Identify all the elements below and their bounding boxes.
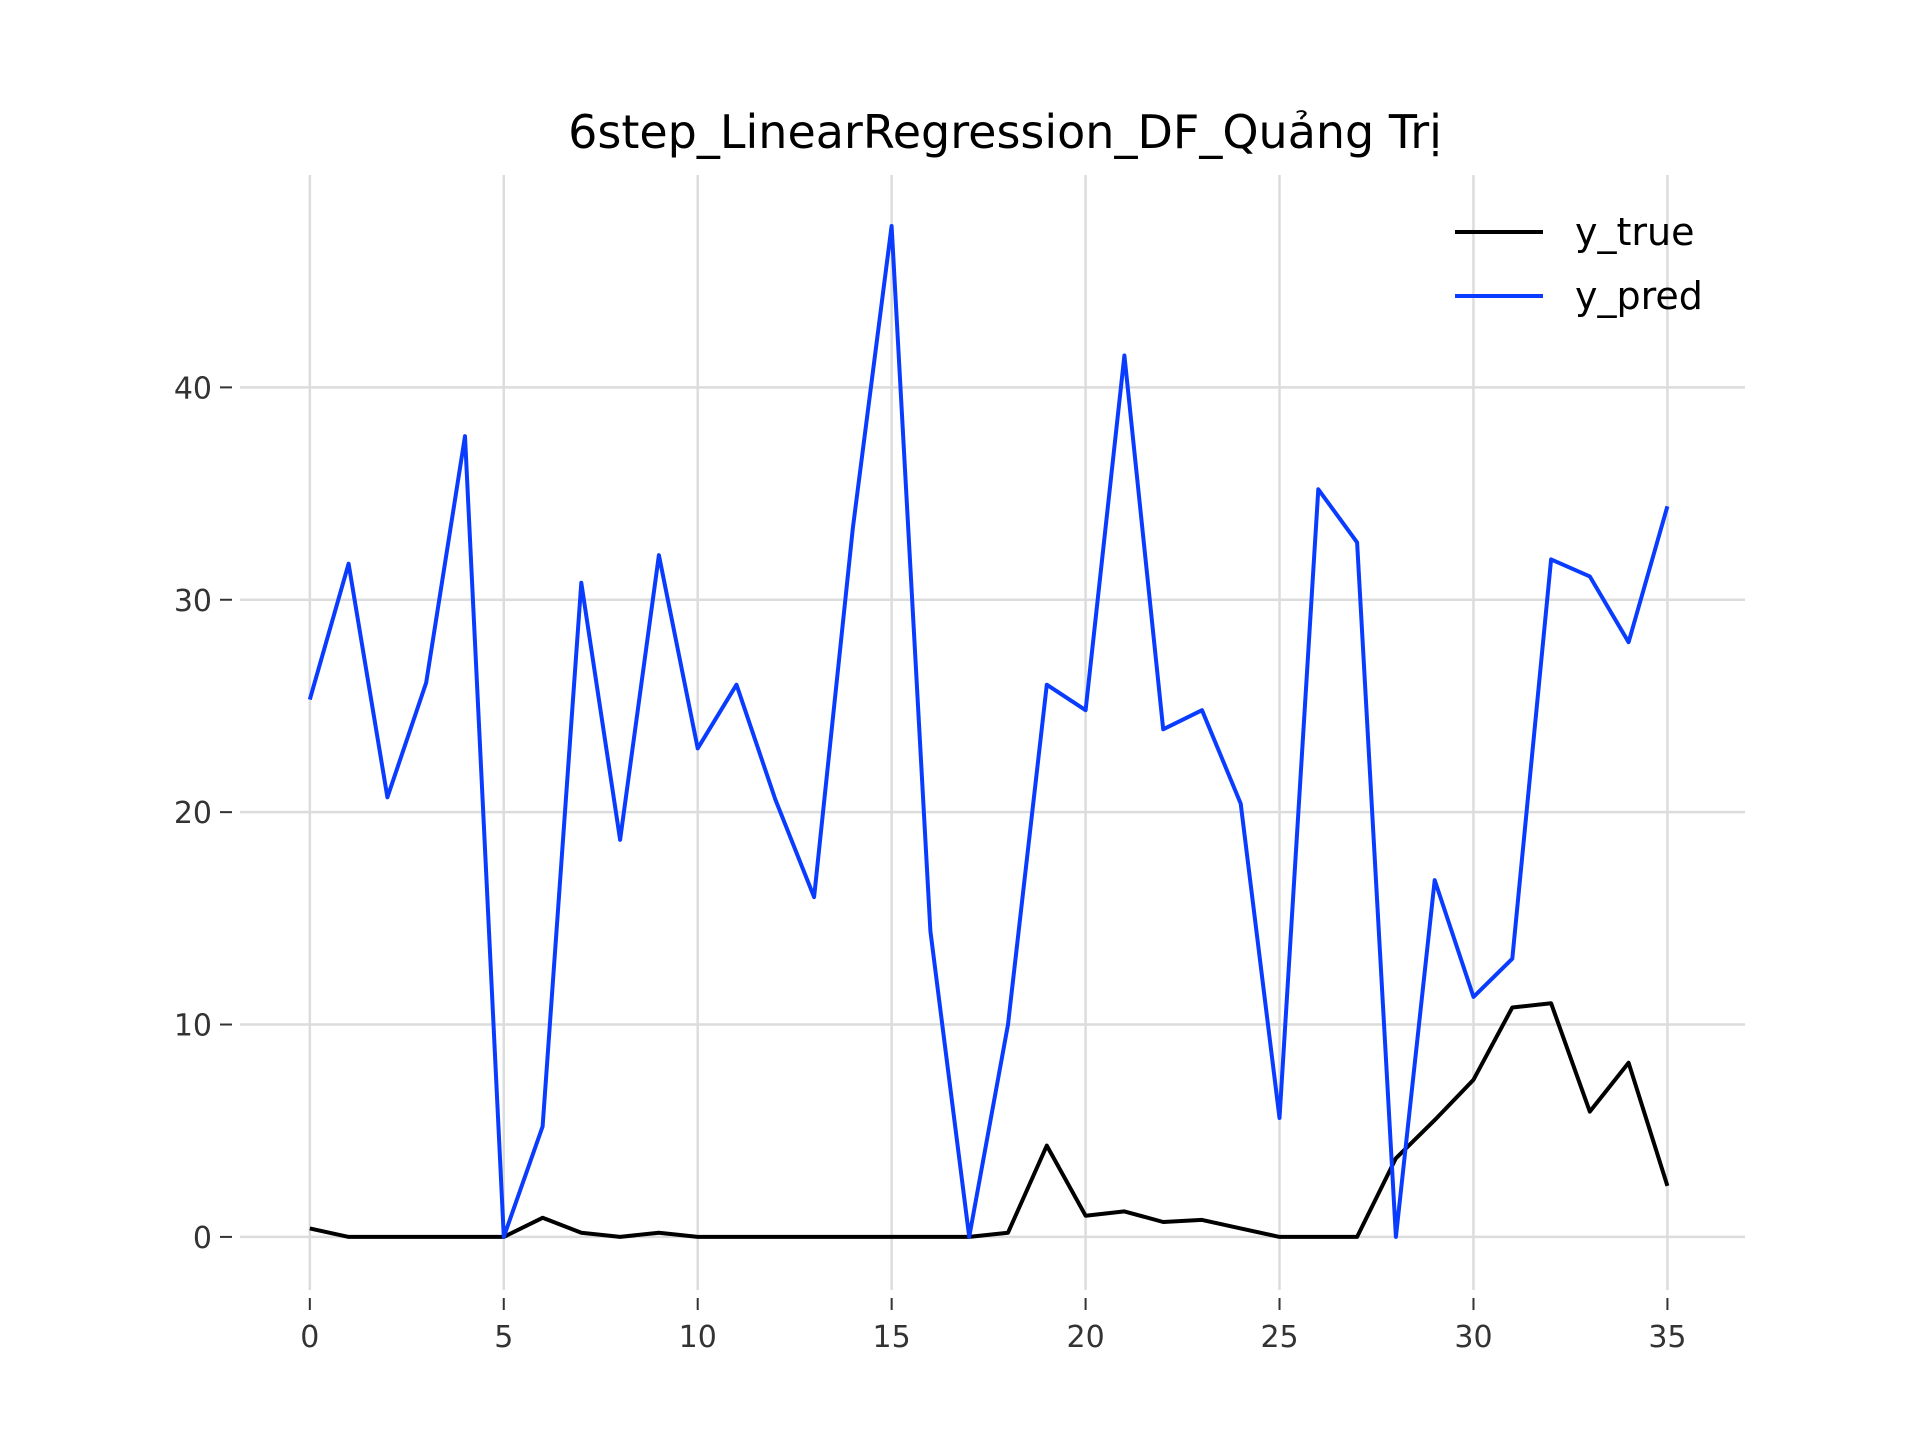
y-tick-label-20: 20 bbox=[174, 796, 212, 831]
series bbox=[307, 224, 1670, 1239]
x-tick-label-25: 25 bbox=[1260, 1320, 1298, 1355]
y-tick-label-10: 10 bbox=[174, 1009, 212, 1044]
series-line-y_pred bbox=[307, 224, 1670, 1239]
x-tick-label-0: 0 bbox=[300, 1320, 319, 1355]
legend: y_true y_pred bbox=[1455, 210, 1703, 318]
x-tick-label-30: 30 bbox=[1454, 1320, 1492, 1355]
x-tick-label-20: 20 bbox=[1066, 1320, 1104, 1355]
x-tick-label-10: 10 bbox=[679, 1320, 717, 1355]
x-tick-label-35: 35 bbox=[1648, 1320, 1686, 1355]
y-tick-label-40: 40 bbox=[174, 371, 212, 406]
legend-label-y_pred: y_pred bbox=[1575, 274, 1703, 318]
y-tick-label-30: 30 bbox=[174, 584, 212, 619]
legend-label-y_true: y_true bbox=[1575, 210, 1694, 254]
chart-title: 6step_LinearRegression_DF_Quảng Trị bbox=[568, 105, 1442, 159]
series-line-y_true bbox=[309, 1001, 1670, 1239]
x-tick-label-5: 5 bbox=[494, 1320, 513, 1355]
axes: 0 5 10 15 20 25 30 35 0 10 20 30 40 bbox=[174, 371, 1687, 1355]
y-tick-label-0: 0 bbox=[193, 1221, 212, 1256]
x-tick-label-15: 15 bbox=[873, 1320, 911, 1355]
grid bbox=[240, 175, 1745, 1290]
